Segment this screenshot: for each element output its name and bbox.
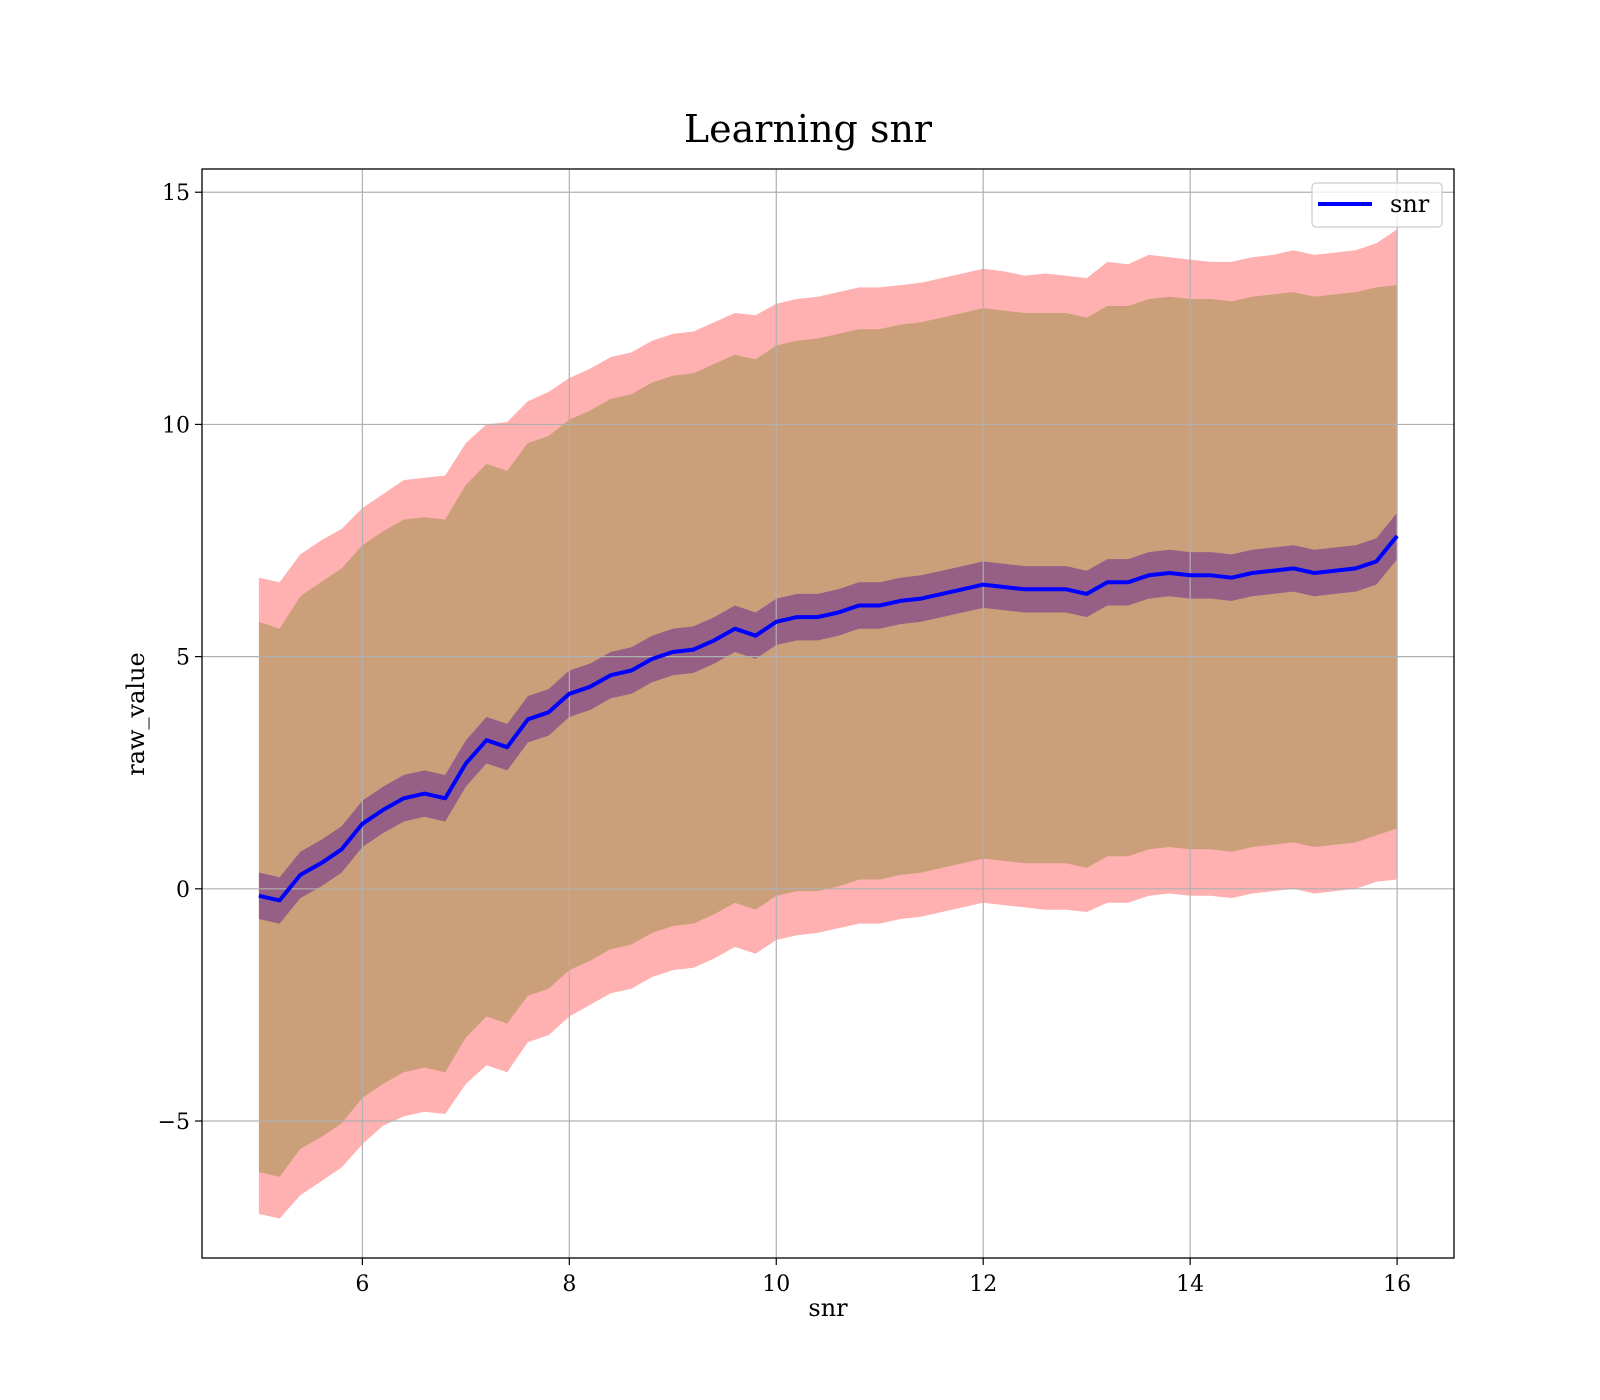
x-tick-label-1: 8 [562,1272,576,1297]
y-tick-label-1: 0 [176,878,190,903]
band-0 [258,229,1398,1219]
x-tick-label-3: 12 [969,1272,997,1297]
y-axis-ticks: −5 0 5 10 15 [158,181,202,1135]
x-tick-label-4: 14 [1176,1272,1204,1297]
y-tick-label-2: 5 [176,646,190,671]
y-tick-label-3: 10 [162,413,190,438]
chart-title: Learning snr [684,107,933,151]
legend: snr [1311,182,1443,228]
x-axis-ticks: 6 8 10 12 14 16 [355,1258,1411,1297]
grid [202,169,1454,1258]
y-axis-label: raw_value [122,652,150,776]
legend-frame [1311,182,1443,228]
x-tick-label-2: 10 [762,1272,790,1297]
plot-frame [201,168,1455,1259]
y-tick-label-0: −5 [158,1110,190,1135]
confidence-bands [258,229,1398,1219]
legend-label-snr: snr [1390,190,1430,218]
y-tick-label-4: 15 [162,181,190,206]
x-tick-label-5: 16 [1383,1272,1411,1297]
x-tick-label-0: 6 [355,1272,369,1297]
x-axis-label: snr [808,1294,848,1322]
band-2 [258,512,1398,924]
band-1 [258,285,1398,1177]
series-lines [258,534,1399,903]
series-line-snr [258,534,1399,903]
